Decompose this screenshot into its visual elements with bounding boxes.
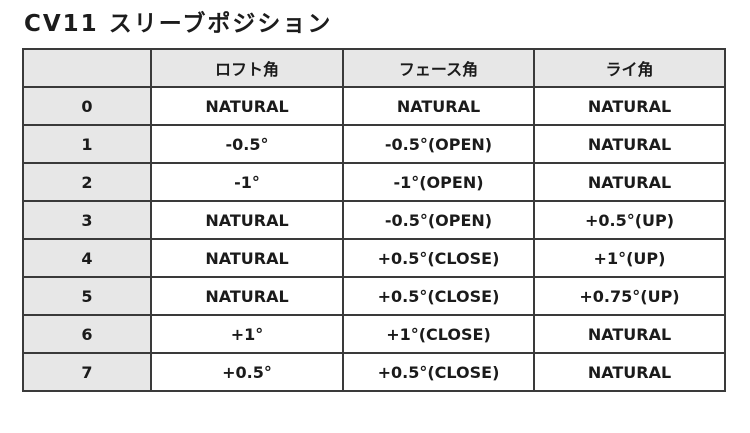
- table-row: 4 NATURAL +0.5°(CLOSE) +1°(UP): [22, 238, 726, 278]
- loft-cell: NATURAL: [150, 238, 344, 278]
- face-cell: +1°(CLOSE): [342, 314, 535, 354]
- position-cell: 1: [22, 124, 152, 164]
- loft-cell: NATURAL: [150, 86, 344, 126]
- table-row: 5 NATURAL +0.5°(CLOSE) +0.75°(UP): [22, 276, 726, 316]
- loft-cell: +0.5°: [150, 352, 344, 392]
- header-position: [22, 48, 152, 88]
- loft-cell: NATURAL: [150, 276, 344, 316]
- lie-cell: +0.5°(UP): [533, 200, 726, 240]
- header-loft-angle: ロフト角: [150, 48, 344, 88]
- position-cell: 6: [22, 314, 152, 354]
- lie-cell: +1°(UP): [533, 238, 726, 278]
- lie-cell: NATURAL: [533, 162, 726, 202]
- face-cell: +0.5°(CLOSE): [342, 352, 535, 392]
- lie-cell: +0.75°(UP): [533, 276, 726, 316]
- face-cell: -0.5°(OPEN): [342, 200, 535, 240]
- face-cell: -1°(OPEN): [342, 162, 535, 202]
- loft-cell: NATURAL: [150, 200, 344, 240]
- face-cell: -0.5°(OPEN): [342, 124, 535, 164]
- table-row: 0 NATURAL NATURAL NATURAL: [22, 86, 726, 126]
- lie-cell: NATURAL: [533, 86, 726, 126]
- position-cell: 7: [22, 352, 152, 392]
- table-row: 7 +0.5° +0.5°(CLOSE) NATURAL: [22, 352, 726, 392]
- loft-cell: -0.5°: [150, 124, 344, 164]
- lie-cell: NATURAL: [533, 352, 726, 392]
- loft-cell: -1°: [150, 162, 344, 202]
- position-cell: 3: [22, 200, 152, 240]
- table-row: 3 NATURAL -0.5°(OPEN) +0.5°(UP): [22, 200, 726, 240]
- loft-cell: +1°: [150, 314, 344, 354]
- sleeve-position-table: ロフト角 フェース角 ライ角 0 NATURAL NATURAL NATURAL…: [22, 48, 726, 392]
- lie-cell: NATURAL: [533, 314, 726, 354]
- position-cell: 0: [22, 86, 152, 126]
- page-title: CV11 スリーブポジション: [24, 11, 333, 37]
- header-row: ロフト角 フェース角 ライ角: [22, 48, 726, 88]
- table-row: 2 -1° -1°(OPEN) NATURAL: [22, 162, 726, 202]
- face-cell: +0.5°(CLOSE): [342, 238, 535, 278]
- face-cell: NATURAL: [342, 86, 535, 126]
- position-cell: 5: [22, 276, 152, 316]
- lie-cell: NATURAL: [533, 124, 726, 164]
- table-row: 6 +1° +1°(CLOSE) NATURAL: [22, 314, 726, 354]
- position-cell: 2: [22, 162, 152, 202]
- face-cell: +0.5°(CLOSE): [342, 276, 535, 316]
- position-cell: 4: [22, 238, 152, 278]
- header-face-angle: フェース角: [342, 48, 535, 88]
- table-row: 1 -0.5° -0.5°(OPEN) NATURAL: [22, 124, 726, 164]
- header-lie-angle: ライ角: [533, 48, 726, 88]
